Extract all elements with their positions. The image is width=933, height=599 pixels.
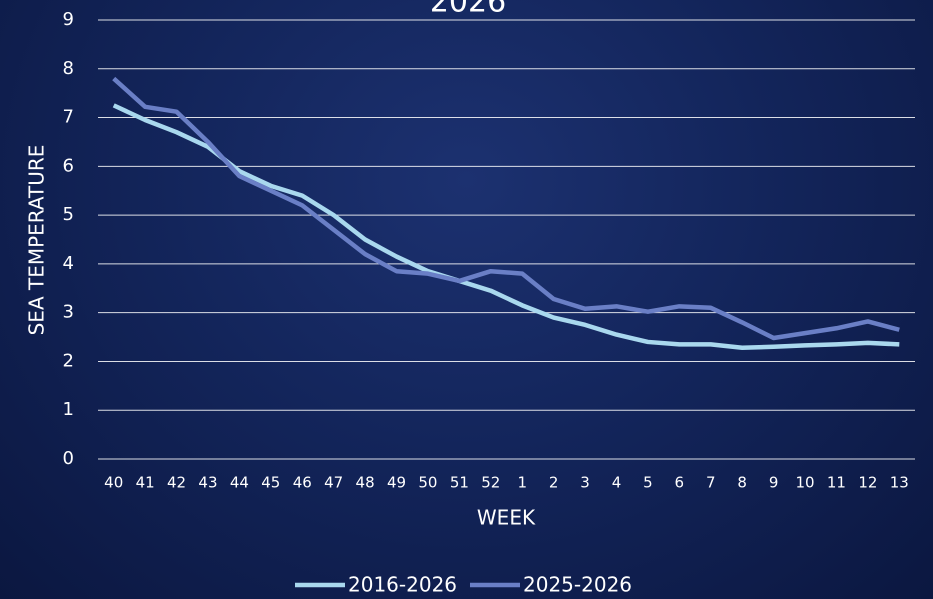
x-tick-label: 5 [643,474,653,492]
y-tick-label: 5 [63,204,74,225]
x-tick-label: 50 [418,474,437,492]
x-tick-label: 3 [580,474,590,492]
y-tick-label: 3 [63,302,74,323]
y-tick-label: 9 [63,9,74,30]
x-tick-label: 46 [293,474,312,492]
y-tick-label: 0 [63,448,74,469]
line-series [112,103,900,351]
x-axis-label: WEEK [477,506,536,530]
x-tick-label: 10 [795,474,814,492]
x-tick-label: 44 [230,474,249,492]
y-tick-label: 7 [63,107,74,128]
line-series [112,76,900,341]
x-tick-label: 43 [198,474,217,492]
y-tick-label: 4 [63,253,74,274]
x-tick-label: 42 [167,474,186,492]
x-tick-label: 47 [324,474,343,492]
y-tick-label: 2 [63,350,74,371]
x-tick-label: 45 [261,474,280,492]
x-tick-label: 1 [517,474,527,492]
y-tick-label: 6 [63,155,74,176]
legend-label: 2025-2026 [523,573,632,597]
legend-label: 2016-2026 [348,573,457,597]
x-tick-label: 6 [675,474,685,492]
x-tick-label: 41 [136,474,155,492]
y-axis-label: SEA TEMPERATURE [25,145,49,336]
chart-title: 2026 [430,0,506,20]
x-tick-label: 7 [706,474,716,492]
x-tick-label: 12 [858,474,877,492]
x-tick-label: 52 [481,474,500,492]
x-tick-label: 4 [612,474,622,492]
x-tick-label: 13 [890,474,909,492]
x-tick-label: 49 [387,474,406,492]
x-tick-label: 48 [356,474,375,492]
y-tick-label: 1 [63,399,74,420]
x-tick-label: 51 [450,474,469,492]
x-tick-label: 9 [769,474,779,492]
x-tick-label: 8 [737,474,747,492]
x-tick-label: 11 [827,474,846,492]
x-tick-label: 2 [549,474,559,492]
y-tick-label: 8 [63,58,74,79]
x-tick-label: 40 [104,474,123,492]
